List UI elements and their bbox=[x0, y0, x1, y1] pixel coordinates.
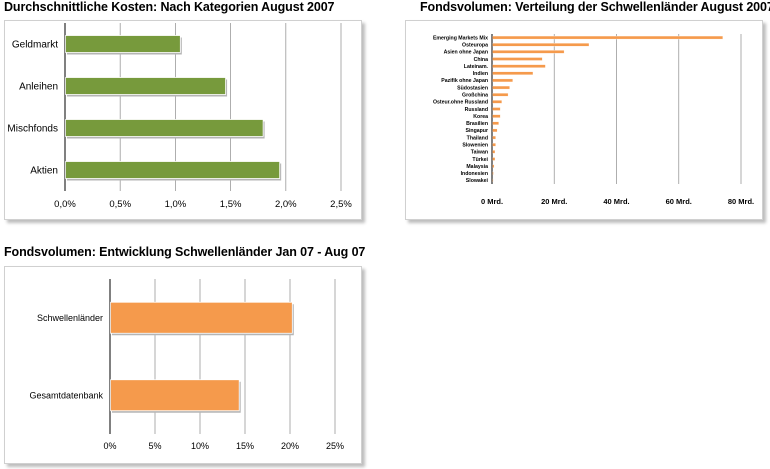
category-label: Osteuropa bbox=[462, 43, 488, 49]
x-tick-label: 60 Mrd. bbox=[666, 197, 692, 206]
category-label: Indonesien bbox=[461, 171, 488, 177]
category-label: Singapur bbox=[466, 128, 488, 134]
bar-aktien bbox=[65, 161, 281, 179]
bar-korea bbox=[492, 114, 501, 118]
x-tick-label: 0,0% bbox=[54, 199, 76, 210]
x-tick-label: 25% bbox=[326, 441, 344, 451]
category-label: Malaysia bbox=[466, 164, 488, 170]
x-tick-label: 2,5% bbox=[330, 199, 352, 210]
category-label: China bbox=[474, 57, 489, 63]
bar-südostasien bbox=[492, 85, 510, 90]
x-tick-label: 15% bbox=[236, 441, 254, 451]
chart-panel-distribution: 0 Mrd. 20 Mrd. 40 Mrd. 60 Mrd. 80 Mrd. Emergi… bbox=[405, 20, 763, 220]
chart-title-distribution: Fondsvolumen: Verteilung der Schwellenlä… bbox=[420, 0, 770, 14]
bar-pazifik-ohne-japan bbox=[492, 78, 513, 83]
category-label: Slowenien bbox=[462, 143, 488, 149]
bar-asien-ohne-japan bbox=[492, 50, 565, 54]
chart-panel-development: 0% 5% 10% 15% 20% 25% Schwellenländer Gesamtdat… bbox=[4, 266, 362, 464]
bar-mischfonds bbox=[65, 119, 264, 137]
development-bar-chart: 0% 5% 10% 15% 20% 25% Schwellenländer Gesamtdat… bbox=[29, 279, 344, 451]
bar-anleihen bbox=[65, 77, 226, 95]
category-label: Russland bbox=[465, 107, 488, 113]
bar-großchina bbox=[492, 93, 509, 97]
bar-gesamtdatenbank bbox=[110, 379, 240, 412]
category-label: Taiwan bbox=[471, 150, 488, 156]
chart-title-costs: Durchschnittliche Kosten: Nach Kategorie… bbox=[4, 0, 335, 14]
category-label: Pazifik ohne Japan bbox=[441, 78, 488, 84]
category-label: Indien bbox=[473, 71, 488, 77]
distribution-bar-chart: 0 Mrd. 20 Mrd. 40 Mrd. 60 Mrd. 80 Mrd. Emergi… bbox=[433, 34, 754, 206]
x-tick-label: 0,5% bbox=[109, 199, 131, 210]
bar-emerging-markets-mix bbox=[492, 35, 723, 40]
bar-geldmarkt bbox=[65, 35, 181, 53]
bar-osteur-ohne-russland bbox=[492, 100, 502, 104]
chart-title-development: Fondsvolumen: Entwicklung Schwellenlände… bbox=[4, 245, 366, 259]
bar-slowenien bbox=[492, 143, 496, 147]
x-tick-label: 5% bbox=[148, 441, 161, 451]
x-tick-label: 20 Mrd. bbox=[541, 197, 567, 206]
x-tick-label: 0% bbox=[103, 441, 116, 451]
category-label: Asien ohne Japan bbox=[444, 50, 488, 56]
category-label: Türkei bbox=[472, 157, 488, 163]
costs-bar-chart: 0,0% 0,5% 1,0% 1,5% 2,0% 2,5% Geldmarkt Anleihe… bbox=[7, 23, 352, 210]
bar-malaysia bbox=[492, 164, 495, 168]
category-label: Slowakei bbox=[466, 178, 489, 184]
x-tick-label: 1,0% bbox=[165, 199, 187, 210]
bar-slowakei bbox=[492, 178, 494, 183]
category-label: Brasilien bbox=[466, 121, 488, 127]
x-tick-label: 40 Mrd. bbox=[603, 197, 629, 206]
category-label: Großchina bbox=[462, 93, 488, 99]
category-label: Geldmarkt bbox=[12, 40, 58, 51]
x-tick-label: 10% bbox=[191, 441, 209, 451]
bar-russland bbox=[492, 107, 501, 111]
category-label: Schwellenländer bbox=[37, 313, 103, 323]
category-label: Südostasien bbox=[457, 85, 488, 91]
category-label: Lateinam. bbox=[464, 64, 489, 70]
bar-china bbox=[492, 57, 543, 61]
bar-thailand bbox=[492, 135, 496, 140]
category-label: Thailand bbox=[467, 135, 488, 141]
x-tick-label: 20% bbox=[281, 441, 299, 451]
x-tick-label: 2,0% bbox=[275, 199, 297, 210]
bar-singapur bbox=[492, 128, 498, 133]
chart-panel-costs: 0,0% 0,5% 1,0% 1,5% 2,0% 2,5% Geldmarkt Anleihe… bbox=[4, 20, 362, 220]
category-label: Osteur.ohne Russland bbox=[433, 100, 488, 106]
bar-lateinam- bbox=[492, 64, 546, 68]
bar-brasilien bbox=[492, 121, 499, 125]
category-label: Anleihen bbox=[19, 82, 58, 93]
bar-taiwan bbox=[492, 150, 496, 154]
bar-schwellenländer bbox=[110, 301, 293, 334]
bar-türkei bbox=[492, 157, 496, 161]
category-label: Korea bbox=[473, 114, 488, 120]
category-label: Mischfonds bbox=[7, 124, 58, 135]
bar-osteuropa bbox=[492, 43, 590, 47]
x-tick-label: 80 Mrd. bbox=[728, 197, 754, 206]
bar-indien bbox=[492, 71, 534, 75]
category-label: Gesamtdatenbank bbox=[29, 390, 103, 400]
x-tick-label: 1,5% bbox=[220, 199, 242, 210]
category-label: Aktien bbox=[30, 166, 58, 177]
bar-indonesien bbox=[492, 171, 494, 175]
category-label: Emerging Markets Mix bbox=[433, 35, 488, 41]
x-tick-label: 0 Mrd. bbox=[481, 197, 503, 206]
